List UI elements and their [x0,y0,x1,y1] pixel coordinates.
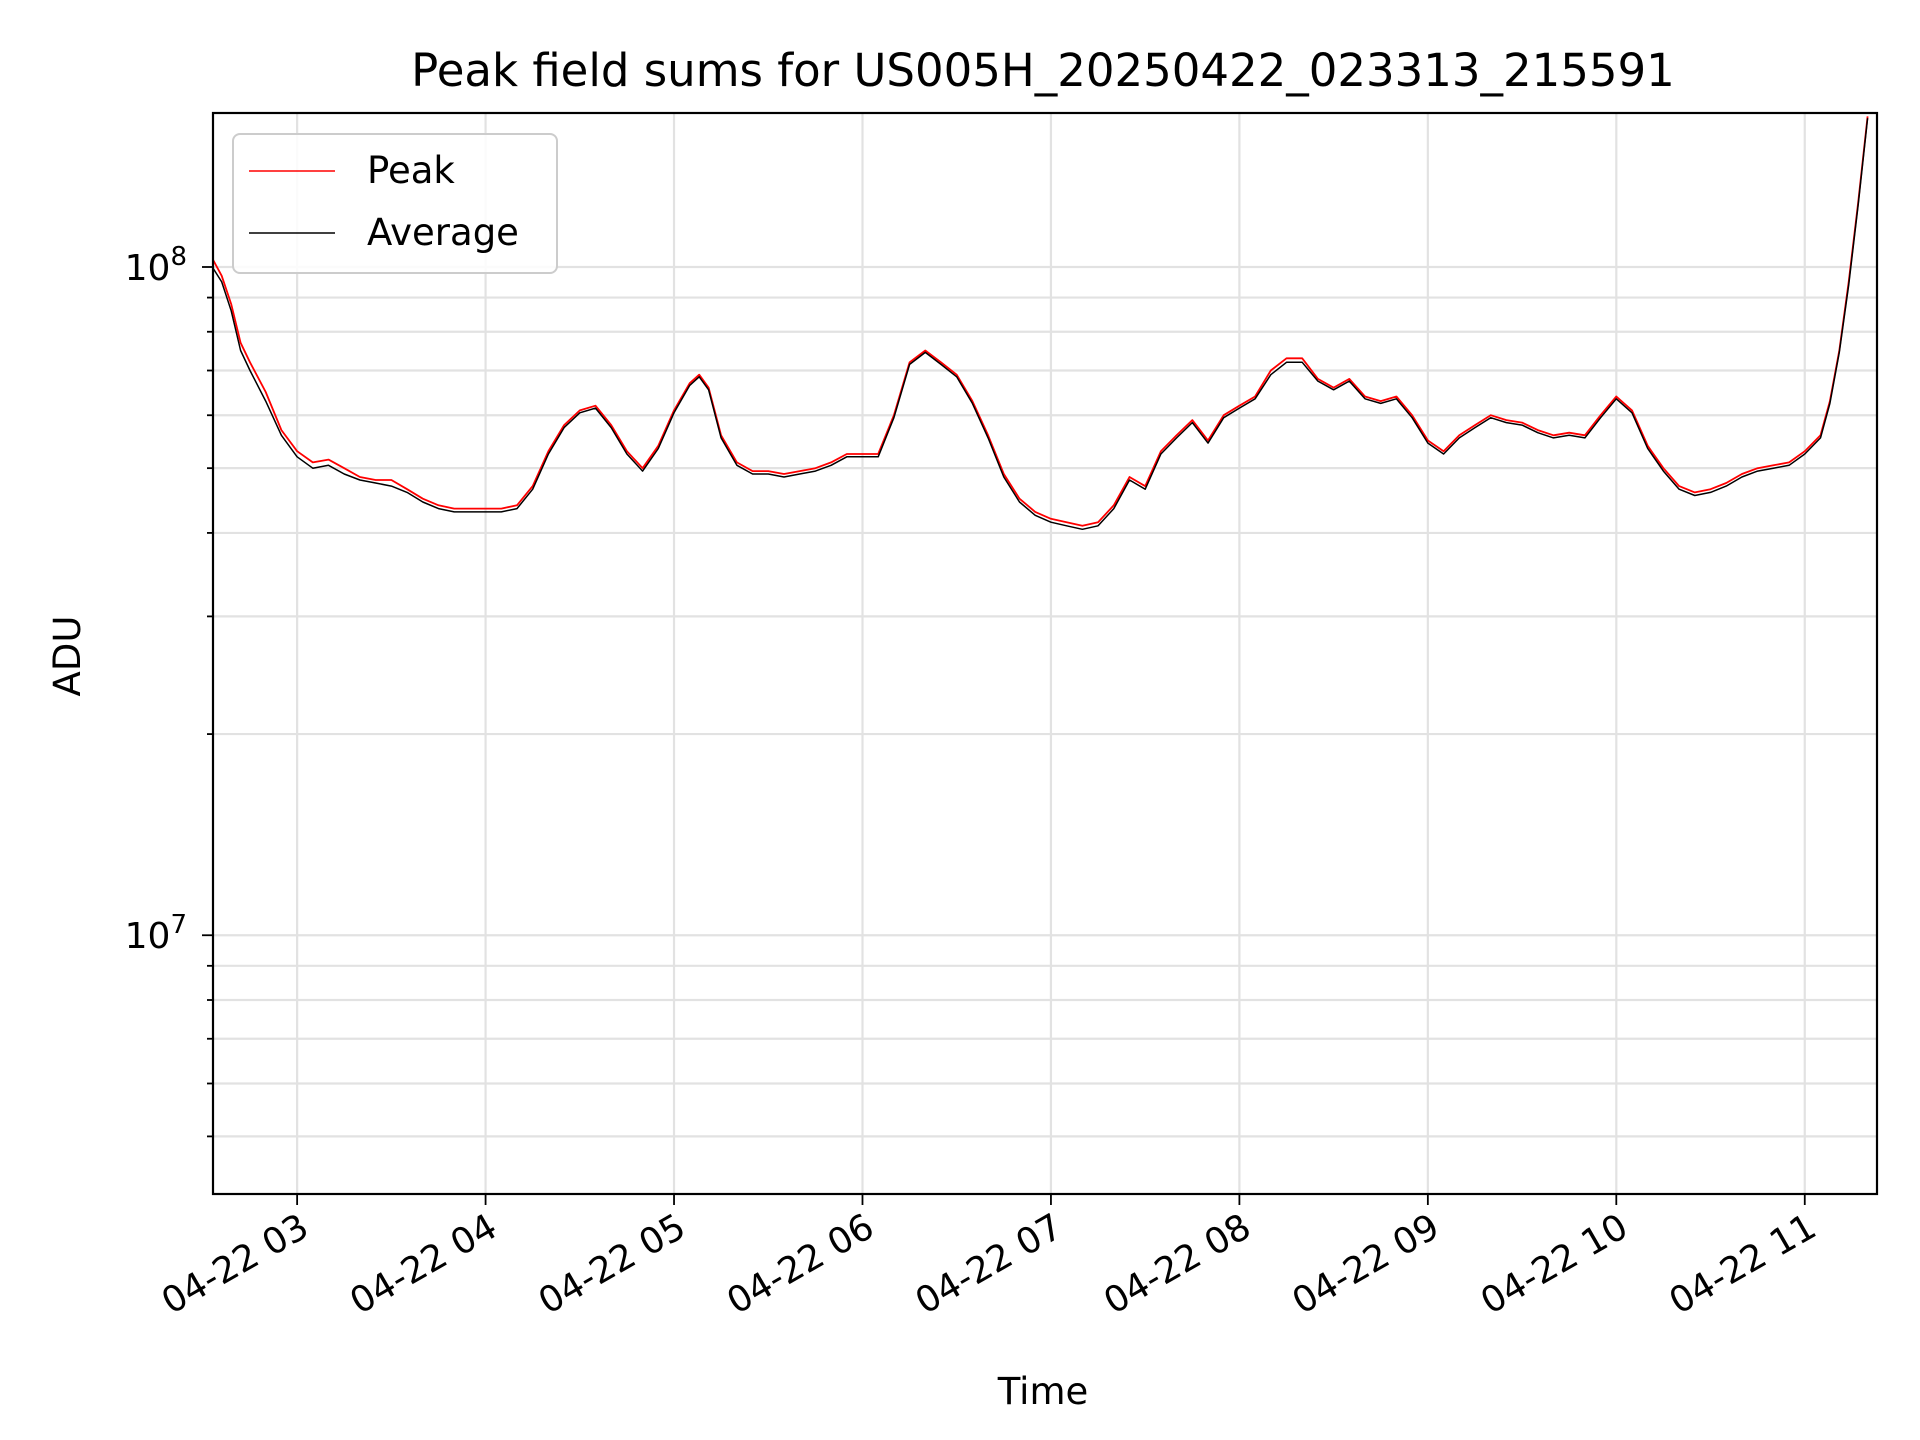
y-tick-label: 108 [125,242,187,289]
legend: Peak Average [232,133,558,274]
x-axis-label: Time [997,1370,1089,1413]
y-axis-label: ADU [46,616,89,697]
legend-box [232,133,558,274]
legend-label-average: Average [367,211,519,254]
y-axis-ticks: 107 108 [125,242,213,1138]
series-layer [213,116,1869,531]
series-line-peak [213,116,1869,527]
chart-title: Peak field sums for US005H_20250422_0233… [411,44,1675,97]
plot-frame [211,111,1879,1196]
legend-label-peak: Peak [367,149,455,192]
y-tick-label: 107 [125,910,187,957]
series-line-average [213,118,1869,531]
